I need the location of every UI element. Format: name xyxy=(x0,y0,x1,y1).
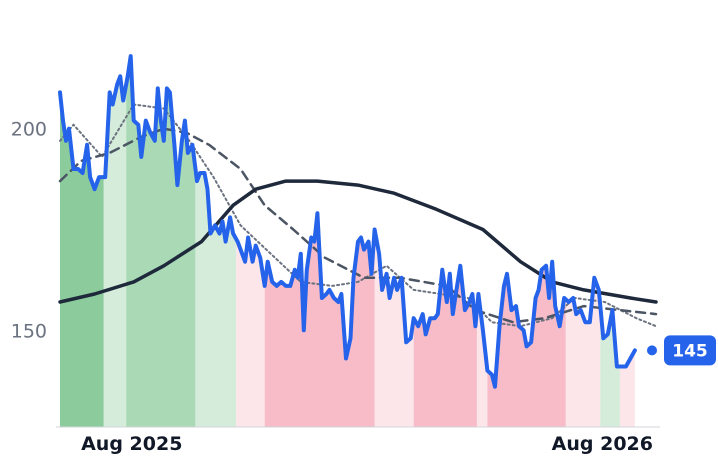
trend-band-10 xyxy=(565,56,601,427)
y-tick-label: 150 xyxy=(11,320,47,342)
trend-band-0 xyxy=(60,56,104,427)
last-value-dot xyxy=(647,345,657,356)
axis-ticks: 150 200 Aug 2025 Aug 2026 xyxy=(11,119,653,455)
trend-band-4 xyxy=(236,56,265,427)
trend-band-13 xyxy=(636,20,656,427)
last-value-label: 145 xyxy=(672,341,708,361)
series-lines xyxy=(58,54,658,389)
series-line-ma-long xyxy=(58,179,658,304)
series-line-ma-short xyxy=(59,103,657,328)
trend-band-1 xyxy=(103,56,127,427)
series-line-price xyxy=(58,54,637,389)
x-tick-label: Aug 2025 xyxy=(81,433,182,455)
y-tick-label: 200 xyxy=(11,119,47,141)
x-tick-label: Aug 2026 xyxy=(552,433,653,455)
trend-band-6 xyxy=(374,56,414,427)
trend-bands xyxy=(60,20,656,427)
last-value-badge xyxy=(664,335,716,366)
trend-band-9 xyxy=(487,56,566,427)
last-value-marker: 145 xyxy=(647,335,716,366)
trend-band-2 xyxy=(126,56,196,427)
